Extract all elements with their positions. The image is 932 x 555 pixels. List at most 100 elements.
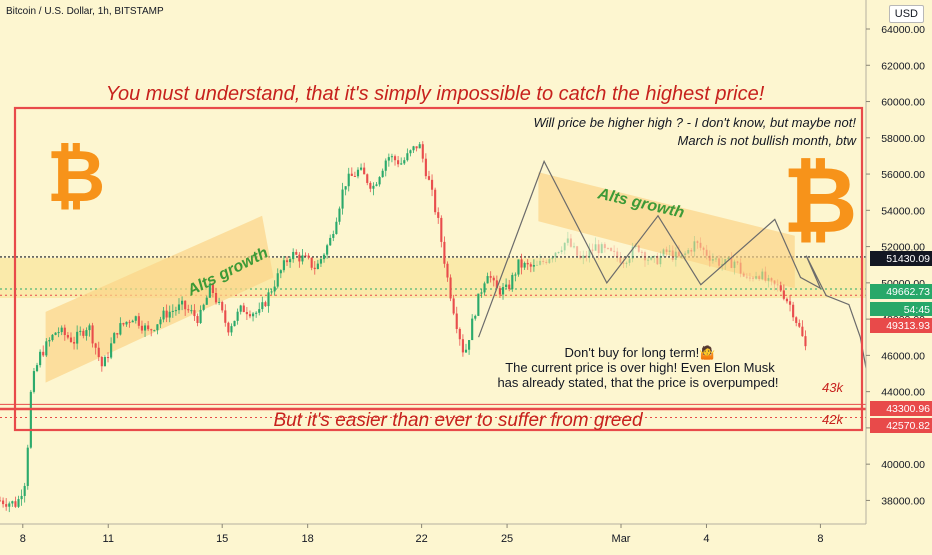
candle-body (45, 341, 48, 356)
candle-body (79, 330, 82, 332)
candle-body (54, 332, 57, 335)
candle-body (745, 276, 748, 278)
candle-body (150, 329, 153, 331)
candle-body (477, 293, 480, 316)
candle-body (631, 246, 634, 259)
candle-body (255, 312, 258, 314)
candle-body (122, 323, 125, 325)
price-tag-2: 49662.73 (886, 286, 930, 298)
candle-body (273, 286, 276, 292)
candle-body (449, 277, 452, 299)
time-tick-label: 25 (501, 533, 513, 545)
candle-body (400, 163, 403, 165)
candle-body (375, 184, 378, 186)
candle-body (702, 247, 705, 250)
candle-body (85, 330, 88, 336)
candle-body (625, 262, 628, 264)
time-tick-label: 18 (302, 533, 314, 545)
candle-body (35, 365, 39, 372)
candle-body (452, 298, 455, 314)
warning-text-line1: Don't buy for long term!🤷 (565, 344, 716, 360)
candle-body (508, 284, 511, 290)
price-tag-3: 49313.93 (886, 320, 930, 332)
candle-body (566, 238, 569, 243)
candle-body (326, 245, 329, 255)
candle-body (591, 249, 594, 251)
candle-body (403, 160, 406, 164)
currency-button[interactable]: USD (888, 5, 924, 23)
candle-body (285, 260, 289, 263)
candle-body (205, 297, 208, 305)
time-tick-label: Mar (612, 533, 631, 545)
candle-body (39, 351, 42, 366)
candle-body (785, 298, 789, 302)
candle-body (792, 304, 795, 318)
candle-body (116, 333, 119, 335)
candle-body (153, 330, 156, 332)
candle-body (653, 255, 656, 258)
candle-body (289, 259, 292, 263)
candle-body (66, 335, 69, 338)
price-tick-label: 62000.00 (881, 60, 925, 72)
candle-body (26, 447, 29, 486)
candle-body (464, 349, 468, 353)
candle-body (779, 285, 782, 291)
candle-body (511, 274, 514, 290)
candle-body (755, 276, 758, 279)
candle-body (714, 258, 718, 260)
candle-body (795, 317, 798, 323)
candle-body (128, 321, 131, 323)
candle-body (603, 244, 606, 249)
candle-body (363, 167, 366, 175)
candle-body (69, 337, 73, 343)
candle-body (594, 244, 597, 251)
candle-body (406, 153, 409, 161)
price-tag-bg-4 (870, 401, 932, 416)
candle-body (208, 283, 211, 298)
bitcoin-logo-right: ₿ (783, 149, 858, 251)
candle-body (100, 356, 103, 367)
price-tag-5: 42570.82 (886, 420, 930, 432)
price-tag-bg-2 (870, 284, 932, 299)
candle-body (761, 271, 764, 280)
candle-body (316, 263, 319, 270)
candle-body (239, 305, 242, 312)
candle-body (211, 283, 215, 293)
candle-body (758, 276, 761, 280)
candle-body (492, 277, 495, 281)
candle-body (717, 258, 721, 266)
candle-body (557, 252, 560, 254)
candle-body (696, 241, 699, 243)
candle-body (174, 310, 177, 312)
candle-body (532, 265, 535, 267)
candle-body (782, 290, 785, 299)
warning-text-line3: has already stated, that the price is ov… (497, 375, 778, 390)
candle-body (721, 264, 724, 266)
candle-body (20, 495, 23, 500)
candle-body (91, 325, 94, 344)
candle-body (344, 186, 347, 190)
candle-body (538, 260, 542, 265)
candle-body (279, 270, 282, 274)
candle-body (230, 326, 233, 333)
candle-body (437, 212, 440, 218)
candle-body (119, 323, 122, 335)
candle-body (322, 254, 326, 260)
candle-body (57, 332, 60, 334)
candle-body (705, 249, 708, 256)
candle-body (751, 277, 755, 279)
price-axis-background (866, 0, 932, 550)
candle-body (646, 259, 650, 261)
candle-body (199, 309, 202, 323)
candle-body (224, 310, 227, 323)
candle-body (248, 314, 252, 317)
candle-body (677, 251, 681, 257)
candle-body (187, 309, 190, 311)
candle-body (804, 336, 807, 347)
candle-body (335, 221, 338, 234)
price-tick-label: 44000.00 (881, 387, 925, 399)
candle-body (5, 504, 8, 507)
candle-body (418, 144, 421, 149)
candle-timer: 54:45 (904, 304, 930, 316)
